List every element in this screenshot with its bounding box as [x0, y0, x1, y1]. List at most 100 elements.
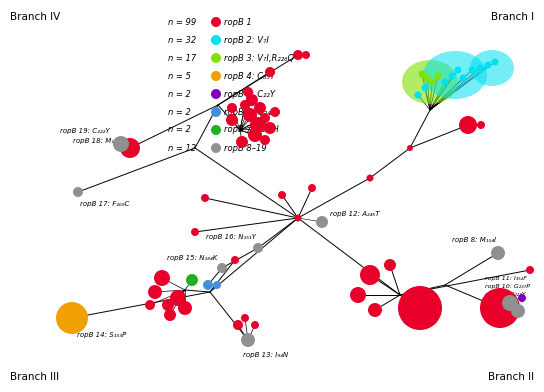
Circle shape [246, 94, 258, 106]
Circle shape [56, 302, 88, 334]
Text: ropB 12: A₂₄₅T: ropB 12: A₂₄₅T [330, 211, 380, 217]
Text: n = 5: n = 5 [168, 71, 191, 80]
Text: ropB 8–19: ropB 8–19 [224, 143, 267, 152]
Circle shape [491, 58, 498, 65]
Circle shape [251, 321, 259, 329]
Text: n = 99: n = 99 [168, 18, 196, 27]
Ellipse shape [470, 50, 514, 86]
Circle shape [435, 73, 442, 80]
Circle shape [418, 71, 425, 78]
Circle shape [217, 263, 227, 273]
Circle shape [254, 102, 266, 114]
Text: Branch II: Branch II [488, 372, 534, 382]
Circle shape [423, 74, 430, 82]
Circle shape [240, 100, 250, 110]
Circle shape [477, 65, 484, 71]
Circle shape [265, 67, 275, 77]
Circle shape [253, 243, 263, 253]
Circle shape [211, 107, 221, 117]
Circle shape [294, 214, 301, 221]
Text: ropB 5: C₂₂Y: ropB 5: C₂₂Y [224, 89, 275, 98]
Text: ropB 2: V₇I: ropB 2: V₇I [224, 36, 269, 45]
Text: n = 2: n = 2 [168, 89, 191, 98]
Text: ropB 6: Q₂₄₇*: ropB 6: Q₂₄₇* [224, 107, 278, 116]
Text: ropB 15: N₁₈₄K: ropB 15: N₁₈₄K [166, 255, 217, 261]
Circle shape [178, 301, 192, 315]
Circle shape [316, 216, 328, 228]
Circle shape [454, 67, 461, 74]
Text: Branch III: Branch III [10, 372, 59, 382]
Circle shape [233, 320, 243, 330]
Circle shape [502, 295, 518, 311]
Circle shape [511, 304, 525, 318]
Circle shape [278, 191, 286, 199]
Circle shape [459, 116, 477, 134]
Circle shape [460, 74, 467, 82]
Circle shape [491, 246, 505, 260]
Circle shape [260, 135, 270, 145]
Circle shape [113, 136, 129, 152]
Circle shape [405, 288, 425, 308]
Circle shape [448, 73, 455, 80]
Circle shape [211, 53, 221, 63]
Circle shape [293, 50, 303, 60]
Circle shape [360, 265, 380, 285]
Text: Branch I: Branch I [491, 12, 534, 22]
Circle shape [213, 281, 221, 289]
Circle shape [211, 89, 221, 99]
Circle shape [186, 274, 198, 286]
Text: ropB 1: ropB 1 [224, 18, 252, 27]
Circle shape [480, 288, 520, 328]
Text: ropB 9: C₂₂₇Y: ropB 9: C₂₂₇Y [485, 292, 526, 297]
Circle shape [164, 309, 176, 321]
Circle shape [170, 290, 186, 306]
Circle shape [477, 121, 485, 129]
Text: n = 2: n = 2 [168, 107, 191, 116]
Text: ropB 19: C₂₂₂Y: ropB 19: C₂₂₂Y [60, 128, 110, 134]
Ellipse shape [402, 60, 458, 104]
Circle shape [384, 259, 396, 271]
Circle shape [154, 270, 170, 286]
Circle shape [367, 174, 374, 181]
Text: ropB 18: M₁I: ropB 18: M₁I [73, 138, 116, 144]
Circle shape [248, 128, 262, 142]
Circle shape [260, 113, 270, 123]
Text: ropB 14: S₁₀₃P: ropB 14: S₁₀₃P [77, 332, 126, 338]
Circle shape [518, 294, 526, 302]
Circle shape [485, 62, 491, 69]
Text: ropB 4: C₈₅Y: ropB 4: C₈₅Y [224, 71, 275, 80]
Circle shape [236, 136, 248, 148]
Text: n = 32: n = 32 [168, 36, 196, 45]
Circle shape [415, 91, 422, 98]
Circle shape [203, 280, 213, 290]
Circle shape [120, 138, 140, 158]
Circle shape [162, 299, 174, 311]
Circle shape [407, 145, 413, 151]
Circle shape [308, 184, 316, 192]
Circle shape [264, 122, 276, 134]
Circle shape [429, 78, 436, 85]
Circle shape [526, 266, 534, 274]
Circle shape [421, 293, 435, 307]
Text: ropB 7: Y₂₂₄H: ropB 7: Y₂₂₄H [224, 125, 279, 134]
Text: ropB 16: N₁₅₁Y: ropB 16: N₁₅₁Y [206, 234, 256, 240]
Text: ropB 10: G₂₃₇P: ropB 10: G₂₃₇P [485, 284, 530, 289]
Ellipse shape [423, 51, 487, 99]
Circle shape [442, 78, 448, 85]
Text: ropB 3: V₇I,R₂₂₆Q: ropB 3: V₇I,R₂₂₆Q [224, 53, 294, 62]
Circle shape [243, 108, 257, 122]
Circle shape [250, 117, 266, 133]
Circle shape [211, 17, 221, 27]
Text: ropB 17: F₂₆₉C: ropB 17: F₂₆₉C [80, 201, 129, 207]
Circle shape [227, 103, 237, 113]
Circle shape [145, 300, 155, 310]
Circle shape [73, 187, 83, 197]
Circle shape [350, 287, 366, 303]
Circle shape [302, 51, 310, 59]
Text: ropB 13: I₉₄N: ropB 13: I₉₄N [243, 352, 288, 358]
Circle shape [211, 143, 221, 153]
Circle shape [241, 333, 255, 347]
Circle shape [211, 125, 221, 135]
Circle shape [191, 228, 199, 236]
Text: n = 12: n = 12 [168, 143, 196, 152]
